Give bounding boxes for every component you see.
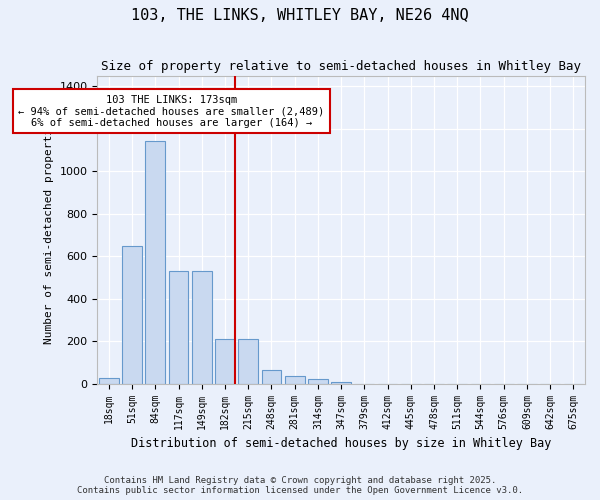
Bar <box>122 246 142 384</box>
Bar <box>331 382 351 384</box>
Bar <box>99 378 119 384</box>
Bar <box>145 142 165 384</box>
Bar <box>169 271 188 384</box>
Title: Size of property relative to semi-detached houses in Whitley Bay: Size of property relative to semi-detach… <box>101 60 581 73</box>
Bar <box>262 370 281 384</box>
Text: 103, THE LINKS, WHITLEY BAY, NE26 4NQ: 103, THE LINKS, WHITLEY BAY, NE26 4NQ <box>131 8 469 22</box>
Text: 103 THE LINKS: 173sqm
← 94% of semi-detached houses are smaller (2,489)
6% of se: 103 THE LINKS: 173sqm ← 94% of semi-deta… <box>19 94 325 128</box>
Bar <box>308 380 328 384</box>
Text: Contains HM Land Registry data © Crown copyright and database right 2025.
Contai: Contains HM Land Registry data © Crown c… <box>77 476 523 495</box>
Bar <box>238 339 258 384</box>
Bar <box>192 271 212 384</box>
Bar <box>215 339 235 384</box>
Bar <box>285 376 305 384</box>
Y-axis label: Number of semi-detached properties: Number of semi-detached properties <box>44 115 54 344</box>
X-axis label: Distribution of semi-detached houses by size in Whitley Bay: Distribution of semi-detached houses by … <box>131 437 551 450</box>
